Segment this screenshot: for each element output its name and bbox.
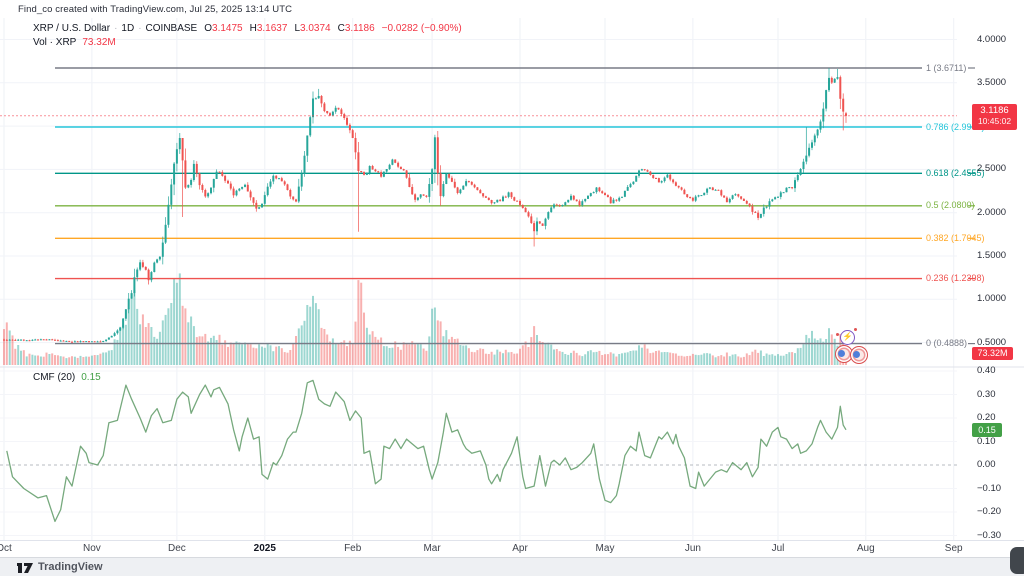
cmf-tick-label: −0.10 — [977, 482, 1002, 494]
last-price-value: 3.1186 — [980, 104, 1009, 116]
close-label: C — [337, 23, 345, 34]
fib-level-label: 0.618 (2.4555) — [926, 167, 985, 178]
open-label: O — [204, 23, 213, 34]
fib-level-label: 0.5 (2.0800) — [926, 200, 975, 211]
price-axis[interactable]: 4.00003.50003.00002.50002.00001.50001.00… — [958, 0, 1024, 543]
candlestick-series — [3, 68, 847, 343]
time-axis-month-label: Oct — [0, 543, 12, 554]
time-axis-month-label: Nov — [82, 543, 101, 554]
price-tick-label: 1.5000 — [977, 250, 1007, 261]
event-marker-dot-icon — [836, 333, 839, 336]
symbol-interval: 1D — [121, 23, 135, 34]
cmf-tick-label: 0.20 — [977, 412, 996, 423]
time-axis-month-label: Mar — [423, 543, 441, 554]
time-axis-month-label: Jul — [771, 543, 785, 554]
cmf-tick-label: −0.30 — [977, 529, 1002, 541]
high-label: H — [249, 23, 257, 34]
time-axis-month-label: Aug — [856, 543, 875, 554]
cmf-label: CMF (20) — [33, 372, 76, 383]
cmf-line-series — [6, 379, 847, 523]
open-value: 3.1475 — [212, 23, 243, 34]
event-marker-flash-icon[interactable]: ⚡ — [840, 330, 855, 345]
symbol-exchange: COINBASE — [145, 23, 198, 34]
cmf-tick-label: 0.00 — [977, 459, 996, 470]
price-tick-label: 2.0000 — [977, 206, 1007, 218]
volume-legend[interactable]: Vol · XRP 73.32M — [33, 37, 116, 48]
price-tick-label: 3.5000 — [977, 76, 1007, 88]
time-axis-month-label: Apr — [512, 543, 528, 554]
event-marker-badge-icon[interactable] — [835, 345, 853, 363]
time-axis-month-label: Dec — [167, 543, 186, 554]
tradingview-logo-icon[interactable] — [16, 562, 35, 574]
cmf-tick-label: 0.40 — [977, 365, 996, 376]
footer-bar: TradingView — [0, 557, 1024, 576]
fib-level-label: 0.786 (2.9901) — [926, 121, 985, 132]
time-axis-month-label: Feb — [344, 543, 362, 554]
price-tick-label: 0.5000 — [977, 336, 1007, 348]
grid-horizontal — [0, 39, 957, 536]
fib-level-label: 0.382 (1.7045) — [926, 232, 985, 243]
time-axis-month-label: May — [595, 543, 615, 554]
price-tick-label: 1.0000 — [977, 293, 1007, 305]
time-axis-month-label: Jun — [684, 543, 701, 554]
tradingview-wordmark[interactable]: TradingView — [38, 561, 103, 573]
symbol-title: XRP / U.S. Dollar — [33, 23, 111, 34]
badge-pie-icon — [838, 350, 845, 357]
symbol-legend[interactable]: XRP / U.S. Dollar · 1D · COINBASE O3.1475 H3.1… — [33, 23, 462, 34]
time-axis-month-label: Sep — [944, 543, 963, 554]
cmf-tick-label: −0.20 — [977, 506, 1002, 517]
cmf-axis-badge: 0.15 — [972, 422, 1002, 437]
time-axis[interactable]: Oct Nov Dec 2025 Feb Mar Apr May Jun Jul Aug Sep — [0, 540, 1024, 558]
time-axis-month-label: 2025 — [253, 543, 276, 554]
fib-level-label: 0.236 (1.2398) — [926, 273, 985, 284]
legend-separator: · — [138, 23, 142, 34]
volume-label: Vol · XRP — [33, 37, 77, 48]
price-tick-label: 4.0000 — [977, 33, 1007, 45]
volume-axis-badge: 73.32M — [972, 347, 1013, 360]
cmf-tick-label: 0.30 — [977, 388, 996, 400]
low-value: 3.0374 — [300, 23, 331, 34]
high-value: 3.1637 — [256, 23, 288, 34]
attribution-text: Find_co created with TradingView.com, Ju… — [18, 4, 293, 15]
price-tick-label: 2.5000 — [977, 163, 1007, 175]
cmf-tick-label: 0.10 — [977, 435, 996, 447]
bar-countdown: 10:45:02 — [977, 115, 1012, 126]
fib-retracement-lines[interactable] — [55, 67, 975, 345]
event-marker-badge-icon[interactable] — [850, 346, 868, 364]
fib-level-label: 0 (0.4888) — [926, 338, 968, 349]
last-price-badge: 3.1186 10:45:02 — [972, 103, 1017, 130]
event-marker-dot-icon — [854, 328, 857, 331]
volume-series — [3, 273, 847, 365]
badge-pie-icon — [853, 351, 860, 358]
low-label: L — [294, 23, 300, 34]
change-value: −0.0282 (−0.90%) — [381, 23, 462, 34]
close-value: 3.1186 — [344, 23, 375, 34]
cmf-value: 0.15 — [81, 372, 101, 383]
legend-separator: · — [114, 23, 118, 34]
fib-level-label: 1 (3.6711) — [926, 62, 967, 73]
cmf-indicator-legend[interactable]: CMF (20) 0.15 — [33, 372, 101, 383]
volume-value: 73.32M — [82, 37, 116, 48]
corner-button[interactable] — [1010, 547, 1024, 574]
